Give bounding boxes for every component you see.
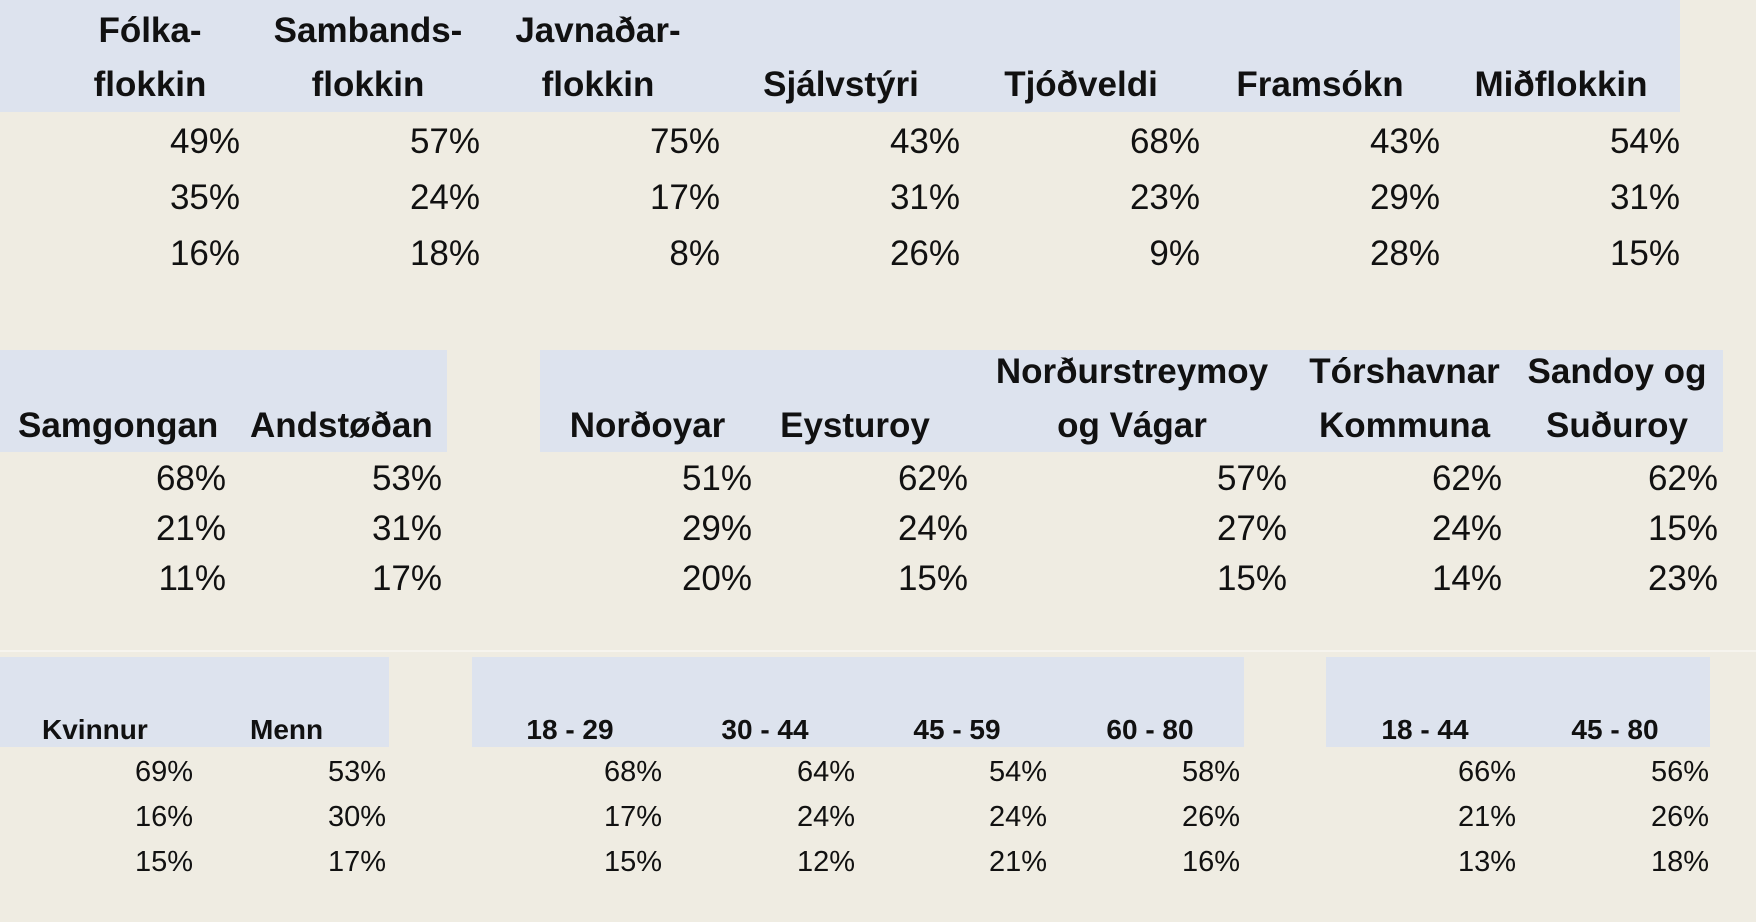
- table-cell: 17%: [327, 846, 386, 878]
- table-cell: 43%: [1369, 122, 1440, 161]
- table-cell: 27%: [1216, 509, 1287, 548]
- table-cell: 14%: [1431, 559, 1502, 598]
- table-cell: 35%: [169, 178, 240, 217]
- header-band: [0, 0, 1680, 112]
- table-cell: 31%: [889, 178, 960, 217]
- table-cell: 18%: [1650, 846, 1709, 878]
- table-cell: 75%: [649, 122, 720, 161]
- table-cell: 15%: [1216, 559, 1287, 598]
- table-cell: 68%: [1129, 122, 1200, 161]
- table-cell: 57%: [409, 122, 480, 161]
- table-cell: 15%: [134, 846, 193, 878]
- table-cell: 68%: [603, 756, 662, 788]
- table-cell: 68%: [155, 459, 226, 498]
- column-header: Tórshavnar Kommuna: [1309, 352, 1500, 445]
- column-header: Tjóðveldi: [1004, 65, 1158, 104]
- column-header: Andstøðan: [250, 406, 433, 445]
- table-cell: 54%: [1609, 122, 1680, 161]
- table-cell: 15%: [1647, 509, 1718, 548]
- column-header: Norðurstreymoy og Vágar: [995, 352, 1269, 445]
- table-cell: 69%: [134, 756, 193, 788]
- header-band: [0, 657, 389, 747]
- table-cell: 62%: [1431, 459, 1502, 498]
- table-cell: 54%: [988, 756, 1047, 788]
- header-band: [1326, 657, 1710, 747]
- table-cell: 62%: [1647, 459, 1718, 498]
- table-cell: 21%: [155, 509, 226, 548]
- table-cell: 11%: [158, 559, 226, 598]
- table-cell: 31%: [371, 509, 442, 548]
- table-cell: 66%: [1457, 756, 1516, 788]
- column-header: Miðflokkin: [1474, 65, 1648, 104]
- column-header: Kvinnur: [42, 714, 148, 745]
- column-header: 45 - 59: [913, 714, 1001, 745]
- table-cell: 31%: [1609, 178, 1680, 217]
- table-cell: 62%: [897, 459, 968, 498]
- table-cell: 30%: [327, 801, 386, 833]
- table-cell: 57%: [1216, 459, 1287, 498]
- column-header: 30 - 44: [721, 714, 809, 745]
- table-cell: 58%: [1181, 756, 1240, 788]
- table-cell: 9%: [1149, 234, 1200, 273]
- column-header: Fólka- flokkin: [93, 11, 207, 104]
- table-cell: 16%: [134, 801, 193, 833]
- table-cell: 29%: [1369, 178, 1440, 217]
- table-cell: 13%: [1457, 846, 1516, 878]
- column-header: Javnaðar- flokkin: [515, 11, 681, 104]
- column-header: Eysturoy: [780, 406, 930, 445]
- section-divider: [0, 650, 1756, 652]
- table-cell: 53%: [371, 459, 442, 498]
- table-cell: 18%: [409, 234, 480, 273]
- table-cell: 26%: [1181, 801, 1240, 833]
- table-cell: 20%: [681, 559, 752, 598]
- table-cell: 24%: [409, 178, 480, 217]
- table-cell: 15%: [1609, 234, 1680, 273]
- table-cell: 15%: [603, 846, 662, 878]
- table-cell: 24%: [1431, 509, 1502, 548]
- column-header: Norðoyar: [569, 406, 726, 445]
- table-cell: 28%: [1369, 234, 1440, 273]
- table-cell: 17%: [649, 178, 720, 217]
- table-cell: 26%: [1650, 801, 1709, 833]
- table-cell: 23%: [1647, 559, 1718, 598]
- table-cell: 15%: [897, 559, 968, 598]
- table-cell: 16%: [1181, 846, 1240, 878]
- table-cell: 16%: [169, 234, 240, 273]
- column-header: Samgongan: [18, 406, 219, 445]
- header-band: [0, 350, 447, 452]
- table-cell: 8%: [669, 234, 720, 273]
- table-cell: 56%: [1650, 756, 1709, 788]
- table-cell: 21%: [988, 846, 1047, 878]
- column-header: Sandoy og Suðuroy: [1527, 352, 1707, 445]
- table-cell: 17%: [603, 801, 662, 833]
- table-cell: 21%: [1457, 801, 1516, 833]
- table-cell: 29%: [681, 509, 752, 548]
- table-cell: 43%: [889, 122, 960, 161]
- table-cell: 23%: [1129, 178, 1200, 217]
- table-cell: 24%: [897, 509, 968, 548]
- column-header: Sjálvstýri: [763, 65, 919, 104]
- column-header: 18 - 44: [1381, 714, 1469, 745]
- table-cell: 12%: [796, 846, 855, 878]
- column-header: 18 - 29: [526, 714, 614, 745]
- table-cell: 64%: [796, 756, 855, 788]
- header-band: [540, 350, 1723, 452]
- column-header: 45 - 80: [1571, 714, 1659, 745]
- table-cell: 24%: [796, 801, 855, 833]
- table-cell: 17%: [371, 559, 442, 598]
- table-cell: 53%: [327, 756, 386, 788]
- column-header: Menn: [250, 714, 324, 745]
- column-header: Sambands- flokkin: [273, 11, 463, 104]
- table-cell: 24%: [988, 801, 1047, 833]
- column-header: 60 - 80: [1106, 714, 1194, 745]
- table-cell: 51%: [681, 459, 752, 498]
- column-header: Framsókn: [1236, 65, 1404, 104]
- table-cell: 26%: [889, 234, 960, 273]
- table-cell: 49%: [169, 122, 240, 161]
- header-band: [472, 657, 1244, 747]
